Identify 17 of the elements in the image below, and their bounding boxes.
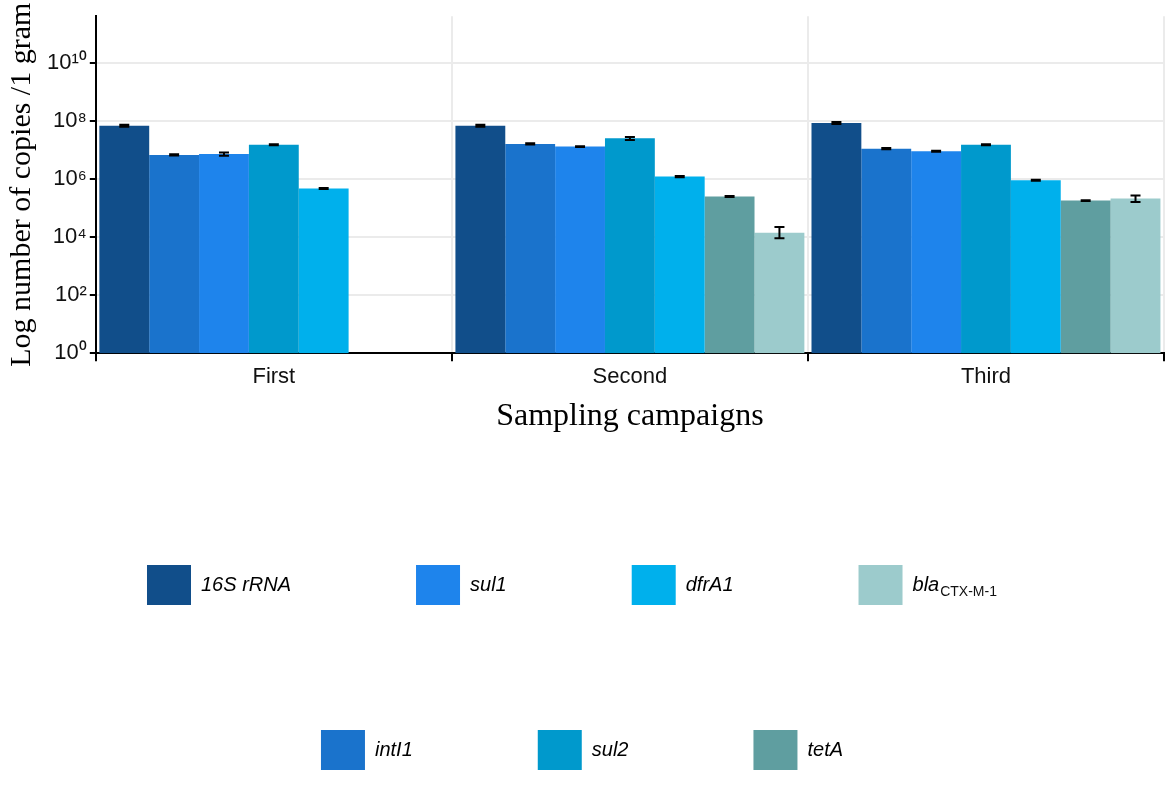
y-tick-label: 10⁴: [52, 223, 87, 249]
legend-label: sul2: [591, 737, 629, 760]
x-axis-title: Sampling campaigns: [496, 396, 764, 433]
legend-label: tetA: [807, 737, 844, 760]
x-tick-label: Third: [960, 363, 1012, 389]
y-tick-label: 10⁸: [53, 106, 87, 132]
y-tick-label: 10²: [55, 281, 87, 307]
legend-label: 16S rRNA: [201, 572, 292, 595]
legend-label: intI1: [374, 737, 413, 760]
y-tick-label: 10¹⁰: [47, 48, 87, 74]
y-tick-label: 10⁰: [54, 339, 87, 365]
legend-label: dfrA1: [685, 572, 734, 595]
y-axis-title: Log number of copies /1 gram: [2, 2, 36, 367]
legend-label: sul1: [470, 572, 507, 595]
y-tick-label: 10⁶: [53, 164, 87, 190]
x-tick-label: First: [252, 363, 296, 389]
x-tick-label: Second: [592, 363, 668, 389]
